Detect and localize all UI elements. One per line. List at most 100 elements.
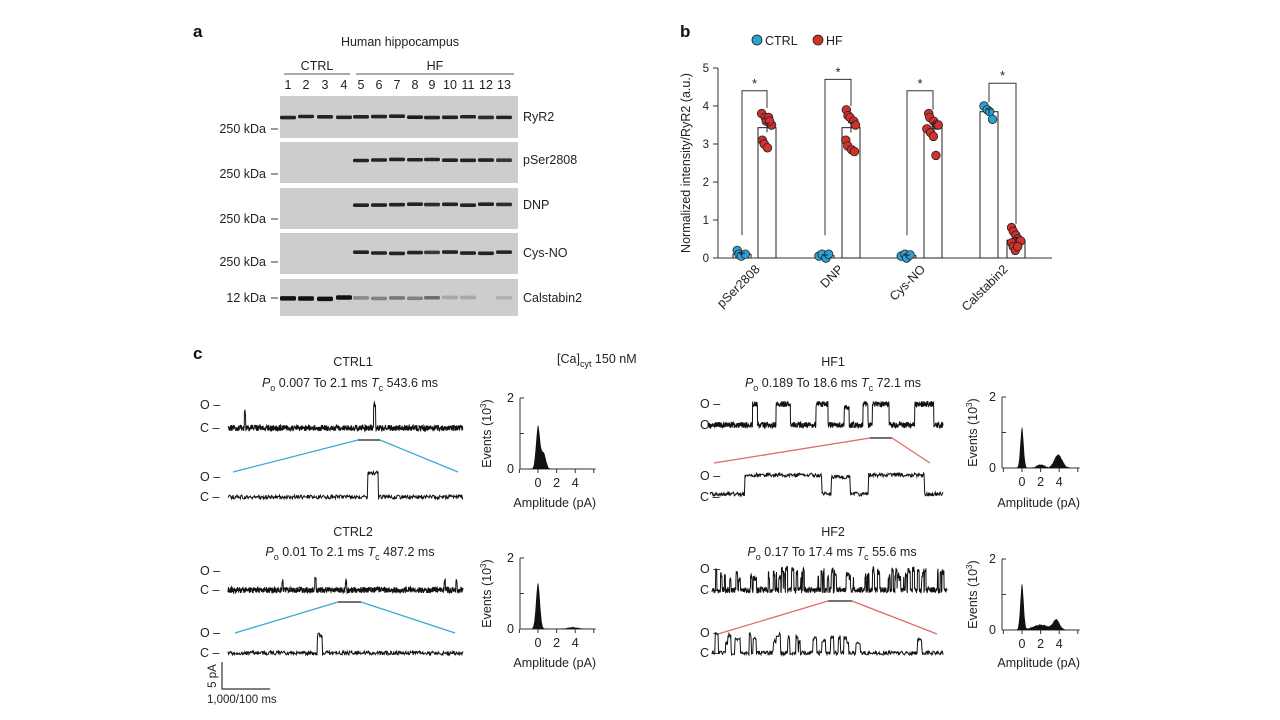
recording-title: HF2	[821, 525, 845, 539]
histogram-y-tick-label: 0	[507, 462, 514, 476]
blot-membrane	[280, 188, 518, 229]
state-label-closed: C –	[200, 646, 220, 660]
blot-band	[424, 250, 440, 255]
blot-band	[442, 202, 458, 207]
blot-band	[389, 114, 405, 118]
histogram-y-label: Events (103)	[479, 399, 494, 467]
histogram-y-label-close: )	[966, 398, 980, 402]
molecular-weight-marker: 250 kDa	[219, 122, 266, 136]
category-label: DNP	[818, 262, 847, 291]
group-label-ctrl: CTRL	[301, 59, 334, 73]
channel-trace-compressed	[707, 400, 944, 430]
recording-stats: Po 0.17 To 17.4 ms Tc 55.6 ms	[747, 545, 916, 562]
histogram-y-label: Events (103)	[965, 398, 980, 466]
data-point-hf	[928, 131, 939, 142]
blot-band	[478, 115, 494, 120]
lane-number: 12	[479, 78, 493, 92]
calcium-condition: [Ca]cyt 150 nM	[557, 352, 637, 369]
blot-band	[407, 250, 423, 255]
molecular-weight-marker: 12 kDa	[226, 291, 266, 305]
lane-number: 7	[394, 78, 401, 92]
state-label-closed: C –	[200, 490, 220, 504]
state-label-open: O –	[700, 397, 720, 411]
open-time-value: 2.1 ms	[327, 545, 365, 559]
legend-marker-hf	[812, 34, 824, 46]
channel-trace-expanded	[227, 632, 464, 657]
significance-star: *	[752, 77, 757, 91]
histogram-x-tick-label: 4	[572, 476, 579, 490]
zoom-guide-line	[891, 437, 931, 464]
histogram-y-label: Events (103)	[965, 560, 980, 628]
data-point-hf	[931, 150, 941, 161]
blot-band	[336, 115, 352, 120]
panel-b-label: b	[680, 22, 690, 41]
open-probability-subscript: o	[274, 552, 279, 562]
recording-title: CTRL2	[333, 525, 373, 539]
bar-ctrl	[979, 111, 999, 259]
recording-stats: Po 0.007 To 2.1 ms Tc 543.6 ms	[262, 376, 438, 393]
blot-band	[407, 202, 423, 206]
blot-band	[460, 295, 476, 300]
blot-band	[353, 296, 369, 300]
open-time-label: To	[313, 376, 326, 390]
open-time-label: To	[796, 376, 809, 390]
blot-band	[407, 296, 423, 301]
blot-band	[496, 158, 512, 163]
state-label-open: O –	[200, 564, 220, 578]
histogram-x-label: Amplitude (pA)	[997, 656, 1080, 670]
closed-time-subscript: c	[864, 552, 869, 562]
lane-number: 2	[303, 78, 310, 92]
zoom-guide-line	[234, 601, 339, 634]
histogram-y-label-close: )	[966, 560, 980, 564]
blot-band	[371, 114, 387, 119]
histogram-y-tick-label: 0	[989, 623, 996, 637]
group-pser2808: * pSer2808	[714, 77, 777, 310]
histogram-y-tick-label: 2	[507, 391, 514, 405]
channel-trace-expanded	[227, 469, 464, 501]
group-calstabin2: * Calstabin2	[959, 69, 1026, 314]
histogram-distribution	[1009, 426, 1078, 468]
condition-value: 150 nM	[591, 352, 636, 366]
zoom-guide-line	[232, 439, 359, 473]
recording-ctrl1: CTRL1 Po 0.007 To 2.1 ms Tc 543.6 ms O – C …	[200, 355, 596, 510]
category-label: Cys-NO	[887, 262, 929, 304]
lane-number: 9	[429, 78, 436, 92]
open-time-value: 2.1 ms	[330, 376, 368, 390]
blot-band	[424, 202, 440, 207]
blot-band	[478, 251, 494, 256]
histogram-y-label-text: Events (10	[966, 569, 980, 629]
y-tick-label: 3	[703, 139, 709, 151]
blot-band	[478, 202, 494, 207]
significance-bracket	[906, 90, 934, 236]
data-point-hf	[850, 120, 861, 130]
state-label-open: O –	[700, 626, 720, 640]
state-label-closed: C –	[200, 421, 220, 435]
blot-membrane	[280, 142, 518, 183]
open-probability-value: 0.007	[279, 376, 310, 390]
histogram-y-tick-label: 2	[507, 551, 514, 565]
blot-band	[407, 115, 423, 119]
blot-band	[280, 115, 296, 120]
blot-band	[424, 295, 440, 300]
significance-star: *	[918, 77, 923, 91]
histogram-y-label-close: )	[480, 399, 494, 403]
channel-trace-compressed	[711, 565, 948, 595]
zoom-guide-line	[717, 600, 829, 635]
histogram-x-tick-label: 4	[1056, 475, 1063, 489]
blot-band	[298, 114, 314, 119]
histogram-y-label-text: Events (10	[480, 408, 494, 468]
y-axis-label: Normalized intensity/RyR2 (a.u.)	[679, 73, 693, 253]
scale-bar: 5 pA 1,000/100 ms	[207, 662, 277, 706]
scale-bar-lines	[221, 662, 270, 690]
lane-number: 8	[412, 78, 419, 92]
histogram-x-label: Amplitude (pA)	[513, 656, 596, 670]
histogram-x-tick-label: 4	[572, 636, 579, 650]
blot-band	[496, 202, 512, 207]
open-time-label: To	[792, 545, 805, 559]
recording-ctrl2: CTRL2 Po 0.01 To 2.1 ms Tc 487.2 ms O – C –…	[200, 525, 596, 670]
lane-number: 4	[341, 78, 348, 92]
blot-band	[371, 251, 387, 255]
